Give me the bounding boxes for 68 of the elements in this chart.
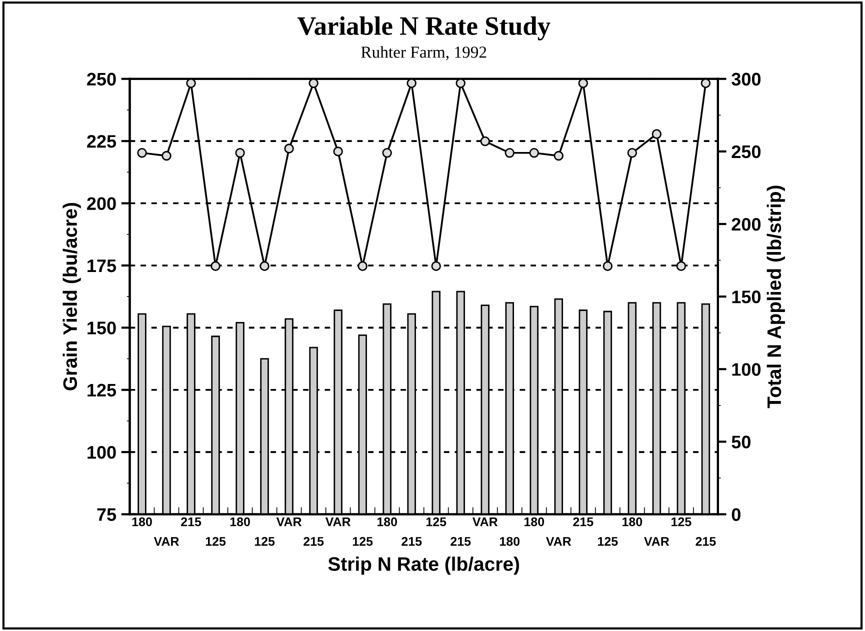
x-tick-label: 180 xyxy=(500,536,520,546)
x-tick-label: 180 xyxy=(230,517,250,526)
x-tick-label: 125 xyxy=(598,536,618,546)
y-axis-title: Grain Yield (bu/acre) xyxy=(62,202,81,390)
x-tick-label: VAR xyxy=(546,537,572,546)
x-tick-label: 180 xyxy=(132,517,152,526)
x-tick-label: VAR xyxy=(472,518,498,526)
point xyxy=(235,148,245,158)
y2-tick-label: 0 xyxy=(732,508,740,521)
point xyxy=(210,261,220,271)
point xyxy=(333,146,343,156)
point xyxy=(162,150,172,161)
y-tick-label: 175 xyxy=(88,260,116,272)
chart-title: Variable N Rate Study xyxy=(297,16,550,40)
x-tick-label: 180 xyxy=(377,517,398,526)
x-tick-label: 180 xyxy=(524,517,544,526)
y2-tick-label: 150 xyxy=(732,290,761,304)
x-tick-label: VAR xyxy=(325,518,351,526)
y-tick-label: 75 xyxy=(97,508,116,521)
point xyxy=(284,144,294,154)
x-tick-label: 125 xyxy=(206,536,226,546)
point xyxy=(480,136,490,146)
point xyxy=(186,78,196,88)
x-tick-label: 215 xyxy=(402,536,422,546)
x-tick-label: 215 xyxy=(304,536,324,546)
point xyxy=(382,148,392,158)
point xyxy=(700,78,711,88)
x-tick-label: 215 xyxy=(181,517,202,526)
point xyxy=(137,148,147,158)
point xyxy=(578,78,588,88)
x-tick-label: 125 xyxy=(426,517,446,526)
x-tick-label: 215 xyxy=(450,536,471,546)
x-tick-label: 125 xyxy=(672,517,692,526)
x-tick-label: 215 xyxy=(696,536,716,546)
point xyxy=(627,148,638,158)
point xyxy=(504,148,514,158)
x-tick-label: 180 xyxy=(622,517,642,526)
chart-subtitle: Ruhter Farm, 1992 xyxy=(361,46,486,60)
y2-tick-label: 300 xyxy=(732,72,761,86)
y2-tick-label: 250 xyxy=(732,145,761,158)
y2-axis-title: Total N Applied (lb/strip) xyxy=(766,186,785,408)
point xyxy=(308,78,318,88)
point xyxy=(406,78,416,88)
x-tick-label: VAR xyxy=(154,537,179,546)
y-tick-label: 250 xyxy=(87,72,116,86)
x-tick-label: VAR xyxy=(276,518,302,526)
y-tick-label: 125 xyxy=(88,384,116,397)
point xyxy=(652,129,662,139)
x-tick-label: 125 xyxy=(352,536,373,546)
point xyxy=(358,261,368,271)
point xyxy=(554,150,564,161)
point xyxy=(260,261,270,271)
x-tick-label: VAR xyxy=(644,537,670,546)
point xyxy=(529,148,539,158)
x-axis-title: Strip N Rate (lb/acre) xyxy=(328,556,520,575)
x-tick-label: 215 xyxy=(573,517,594,526)
point xyxy=(676,261,686,271)
y-tick-label: 200 xyxy=(87,197,116,210)
y-tick-label: 100 xyxy=(88,446,116,459)
x-tick-label: 125 xyxy=(254,536,275,546)
y2-tick-label: 100 xyxy=(732,363,761,376)
point xyxy=(431,261,441,271)
y2-tick-label: 200 xyxy=(732,218,761,231)
y2-tick-label: 50 xyxy=(732,436,750,448)
y-tick-label: 225 xyxy=(87,135,116,148)
point xyxy=(602,261,613,271)
point xyxy=(456,78,466,88)
y-tick-label: 150 xyxy=(88,322,116,334)
